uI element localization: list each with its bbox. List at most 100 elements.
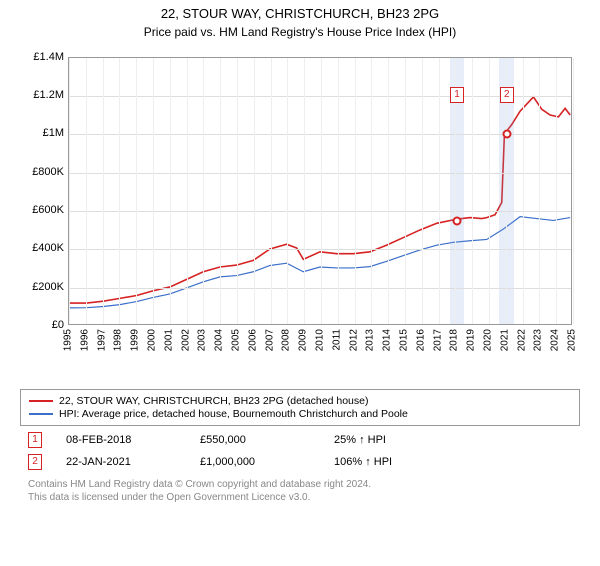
chart-container: 22, STOUR WAY, CHRISTCHURCH, BH23 2PG Pr… xyxy=(0,6,600,566)
chart-subtitle: Price paid vs. HM Land Registry's House … xyxy=(0,25,600,39)
sale-flag: 2 xyxy=(500,87,514,103)
x-tick-label: 2011 xyxy=(331,329,342,351)
sale-date: 08-FEB-2018 xyxy=(66,434,176,446)
sales-table: 108-FEB-2018£550,00025% ↑ HPI222-JAN-202… xyxy=(0,432,600,470)
gridline-h xyxy=(69,96,571,97)
sale-delta: 106% ↑ HPI xyxy=(334,456,392,468)
gridline-v xyxy=(220,58,221,324)
x-tick-label: 2013 xyxy=(365,329,376,351)
gridline-v xyxy=(472,58,473,324)
sale-row: 222-JAN-2021£1,000,000106% ↑ HPI xyxy=(20,454,580,470)
footnote-line: This data is licensed under the Open Gov… xyxy=(28,491,580,504)
sale-row: 1 08-FEB-2018 £550,000 25% ↑ HPI xyxy=(20,432,580,448)
gridline-v xyxy=(86,58,87,324)
plot-area: 12 xyxy=(68,57,572,325)
gridline-v xyxy=(405,58,406,324)
gridline-v xyxy=(136,58,137,324)
gridline-v xyxy=(237,58,238,324)
x-tick-label: 2017 xyxy=(432,329,443,351)
sale-price: £1,000,000 xyxy=(200,456,310,468)
x-tick-label: 1996 xyxy=(79,329,90,351)
gridline-v xyxy=(304,58,305,324)
gridline-v xyxy=(539,58,540,324)
y-tick-label: £400K xyxy=(32,242,64,254)
y-tick-label: £1M xyxy=(43,127,64,139)
series-price_paid xyxy=(70,97,570,303)
legend-label: 22, STOUR WAY, CHRISTCHURCH, BH23 2PG (d… xyxy=(59,395,368,407)
x-tick-label: 2019 xyxy=(466,329,477,351)
x-tick-label: 2002 xyxy=(180,329,191,351)
x-tick-label: 2021 xyxy=(499,329,510,351)
gridline-h xyxy=(69,211,571,212)
x-tick-label: 2009 xyxy=(298,329,309,351)
x-tick-label: 2015 xyxy=(399,329,410,351)
x-tick-label: 2023 xyxy=(533,329,544,351)
x-tick-label: 2005 xyxy=(231,329,242,351)
gridline-v xyxy=(170,58,171,324)
y-tick-label: £200K xyxy=(32,281,64,293)
gridline-v xyxy=(321,58,322,324)
legend-swatch xyxy=(29,413,53,415)
gridline-v xyxy=(338,58,339,324)
gridline-v xyxy=(287,58,288,324)
legend-label: HPI: Average price, detached house, Bour… xyxy=(59,408,408,420)
x-tick-label: 2020 xyxy=(483,329,494,351)
series-hpi xyxy=(70,217,570,308)
gridline-v xyxy=(355,58,356,324)
x-tick-label: 2025 xyxy=(567,329,578,351)
x-tick-label: 1997 xyxy=(96,329,107,351)
x-tick-label: 2008 xyxy=(281,329,292,351)
gridline-v xyxy=(153,58,154,324)
gridline-v xyxy=(439,58,440,324)
gridline-v xyxy=(489,58,490,324)
gridline-v xyxy=(119,58,120,324)
sale-flag: 1 xyxy=(450,87,464,103)
legend-box: 22, STOUR WAY, CHRISTCHURCH, BH23 2PG (d… xyxy=(20,389,580,426)
x-tick-label: 2000 xyxy=(147,329,158,351)
gridline-v xyxy=(573,58,574,324)
gridline-v xyxy=(103,58,104,324)
gridline-h xyxy=(69,249,571,250)
x-tick-label: 2024 xyxy=(550,329,561,351)
x-tick-label: 2004 xyxy=(214,329,225,351)
x-tick-label: 1998 xyxy=(113,329,124,351)
x-tick-label: 2014 xyxy=(382,329,393,351)
chart-title: 22, STOUR WAY, CHRISTCHURCH, BH23 2PG xyxy=(0,6,600,23)
gridline-v xyxy=(203,58,204,324)
x-tick-label: 2010 xyxy=(315,329,326,351)
sale-price: £550,000 xyxy=(200,434,310,446)
x-tick-label: 2006 xyxy=(247,329,258,351)
sale-marker xyxy=(453,216,462,225)
footnote: Contains HM Land Registry data © Crown c… xyxy=(20,478,580,504)
series-lines xyxy=(69,58,571,324)
y-tick-label: £800K xyxy=(32,166,64,178)
gridline-v xyxy=(523,58,524,324)
gridline-v xyxy=(187,58,188,324)
y-tick-label: £1.4M xyxy=(33,51,64,63)
footnote-line: Contains HM Land Registry data © Crown c… xyxy=(28,478,580,491)
sale-flag-icon: 1 xyxy=(28,432,42,448)
gridline-v xyxy=(556,58,557,324)
gridline-v xyxy=(69,58,70,324)
y-tick-label: £1.2M xyxy=(33,89,64,101)
sale-delta: 25% ↑ HPI xyxy=(334,434,386,446)
x-tick-label: 2022 xyxy=(516,329,527,351)
sale-flag-icon: 2 xyxy=(28,454,42,470)
x-tick-label: 1999 xyxy=(130,329,141,351)
gridline-h xyxy=(69,134,571,135)
gridline-v xyxy=(254,58,255,324)
x-tick-label: 2018 xyxy=(449,329,460,351)
legend-swatch xyxy=(29,400,53,402)
gridline-v xyxy=(422,58,423,324)
chart-area: 12 £0£200K£400K£600K£800K£1M£1.2M£1.4M19… xyxy=(20,47,580,387)
x-tick-label: 2012 xyxy=(348,329,359,351)
gridline-v xyxy=(371,58,372,324)
legend-item: HPI: Average price, detached house, Bour… xyxy=(29,408,571,420)
x-tick-label: 1995 xyxy=(63,329,74,351)
x-tick-label: 2001 xyxy=(163,329,174,351)
x-tick-label: 2003 xyxy=(197,329,208,351)
x-tick-label: 2016 xyxy=(415,329,426,351)
x-tick-label: 2007 xyxy=(264,329,275,351)
y-tick-label: £600K xyxy=(32,204,64,216)
gridline-h xyxy=(69,173,571,174)
